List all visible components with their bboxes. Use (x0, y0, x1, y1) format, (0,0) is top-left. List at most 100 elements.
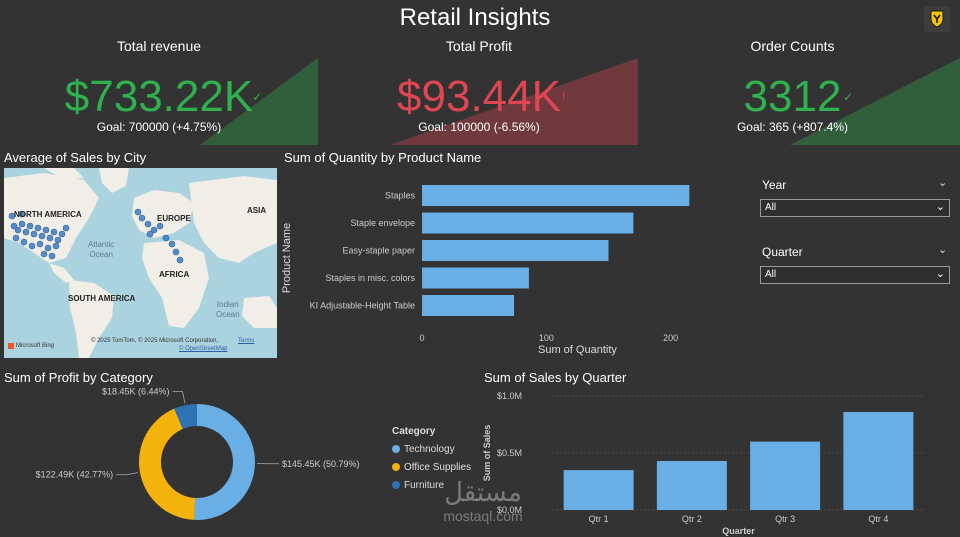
watermark-arabic: مستقل (444, 478, 522, 508)
donut-leader-line (116, 472, 139, 476)
quantity-x-tick: 200 (663, 333, 678, 343)
kpi-value: $93.44K (397, 72, 561, 121)
sales-x-tick: Qtr 1 (589, 514, 609, 524)
legend-item-technology[interactable]: Technology (392, 440, 482, 458)
quantity-x-tick: 0 (419, 333, 424, 343)
kpi-card-revenue[interactable]: Total revenue $733.22K ✓ Goal: 700000 (+… (0, 30, 318, 145)
quarter-slicer-collapse-icon[interactable]: ⌄ (938, 244, 948, 256)
legend-item-furniture[interactable]: Furniture (392, 476, 482, 494)
donut-data-label: $122.49K (42.77%) (36, 470, 114, 480)
kpi-alert-icon: ! (562, 90, 566, 104)
donut-slice[interactable] (174, 404, 197, 429)
legend-dot (392, 445, 400, 453)
sales-bar-chart[interactable]: $0.0M $0.5M $1.0M Qtr 1 Qtr 2 Qtr 3 Qtr 4 Quart… (470, 388, 950, 537)
kpi-trend-area (390, 58, 638, 145)
legend-title: Category (392, 426, 436, 437)
shield-logo-icon[interactable] (924, 6, 950, 32)
sales-bar[interactable] (563, 470, 634, 510)
chevron-down-icon: ⌄ (935, 201, 945, 213)
kpi-value: $733.22K (64, 72, 254, 121)
sales-x-axis-label: Quarter (722, 526, 755, 536)
map-canvas (4, 168, 277, 358)
kpi-card-orders[interactable]: Order Counts 3312 ✓ Goal: 365 (+807.4%) (640, 30, 960, 145)
kpi-trend-area (790, 58, 960, 145)
map-label-europe: EUROPE (157, 214, 191, 223)
sales-x-tick: Qtr 3 (775, 514, 795, 524)
quarter-slicer-value: All (765, 269, 777, 280)
kpi-check-icon: ✓ (252, 90, 263, 104)
quantity-y-axis-label: Product Name (281, 223, 297, 293)
quantity-bar[interactable] (422, 185, 690, 206)
sales-bar[interactable] (656, 460, 727, 510)
quantity-bar[interactable] (422, 212, 634, 234)
quantity-bar[interactable] (422, 295, 515, 316)
year-slicer-value: All (765, 202, 777, 213)
donut-slice[interactable] (194, 404, 256, 520)
donut-leader-line (172, 391, 186, 404)
quantity-y-axis-text: Product Name (281, 222, 293, 294)
kpi-title: Order Counts (750, 38, 835, 54)
year-slicer-collapse-icon[interactable]: ⌄ (938, 177, 948, 189)
kpi-goal: Goal: 700000 (+4.75%) (96, 120, 222, 134)
quarter-slicer-label: Quarter (762, 245, 803, 259)
watermark-latin: mostaql.com (443, 508, 523, 524)
quantity-bar-chart[interactable]: Staples Staple envelope Easy-staple paper S… (300, 175, 720, 360)
kpi-title: Total Profit (445, 38, 513, 54)
quantity-bar[interactable] (422, 267, 529, 289)
map-label-asia: ASIA (247, 206, 267, 215)
legend-dot (392, 481, 400, 489)
profit-donut-chart[interactable]: $145.45K (50.79%) $122.49K (42.77%) $18.45… (0, 385, 390, 535)
legend-label: Furniture (404, 479, 445, 491)
quantity-chart-title: Sum of Quantity by Product Name (284, 150, 482, 165)
page-title: Retail Insights (399, 4, 551, 31)
sales-y-tick: $0.0M (497, 505, 522, 515)
quantity-x-axis-label: Sum of Quantity (538, 344, 617, 356)
map-title: Average of Sales by City (4, 150, 147, 165)
sales-y-tick: $0.5M (497, 448, 522, 458)
donut-data-label: $145.45K (50.79%) (282, 459, 360, 469)
legend-item-office-supplies[interactable]: Office Supplies (392, 458, 482, 476)
kpi-goal: Goal: 365 (+807.4%) (736, 120, 849, 134)
shield-logo-glyph (930, 10, 944, 28)
year-slicer-label: Year (762, 178, 787, 192)
quantity-bar[interactable] (422, 240, 609, 261)
kpi-goal: Goal: 100000 (-6.56%) (418, 120, 540, 134)
quarter-slicer-dropdown[interactable]: All ⌄ (760, 266, 950, 284)
donut-slice[interactable] (139, 408, 196, 520)
quantity-category-label: Easy-staple paper (342, 246, 415, 256)
map-label-atlantic: Atlantic Ocean (88, 240, 115, 259)
map-label-south-america: SOUTH AMERICA (68, 294, 136, 303)
map-label-africa: AFRICA (159, 270, 190, 279)
sales-y-tick: $1.0M (497, 391, 522, 401)
microsoft-logo-icon (8, 343, 14, 349)
profit-chart-title: Sum of Profit by Category (4, 370, 153, 385)
kpi-card-profit[interactable]: Total Profit $93.44K ! Goal: 100000 (-6.… (320, 30, 638, 145)
map-bing-logo: Microsoft Bing (8, 343, 54, 349)
donut-data-label: $18.45K (6.44%) (102, 386, 170, 396)
sales-x-tick: Qtr 2 (682, 514, 702, 524)
map-terms-link[interactable]: Terms (238, 338, 255, 344)
quantity-category-label: KI Adjustable-Height Table (310, 301, 415, 311)
kpi-value: 3312 (743, 72, 842, 121)
kpi-check-icon: ✓ (843, 90, 854, 104)
sales-bar[interactable] (843, 411, 914, 510)
kpi-trend-area (200, 58, 318, 145)
sales-bar[interactable] (750, 441, 821, 510)
quantity-category-label: Staple envelope (350, 218, 415, 228)
map-copyright: © 2025 TomTom, © 2025 Microsoft Corporat… (91, 338, 219, 344)
sales-y-axis-label: Sum of Sales (482, 425, 492, 482)
year-slicer-dropdown[interactable]: All ⌄ (760, 199, 950, 217)
map-osm-link[interactable]: © OpenStreetMap (179, 346, 228, 352)
sales-chart-title: Sum of Sales by Quarter (484, 370, 627, 385)
map-visual[interactable]: NORTH AMERICA EUROPE ASIA Atlantic Ocean… (4, 168, 277, 358)
quantity-x-tick: 100 (539, 333, 554, 343)
quantity-category-label: Staples (385, 191, 416, 201)
sales-x-tick: Qtr 4 (868, 514, 888, 524)
map-label-indian: Indian Ocean (216, 300, 240, 319)
legend-label: Office Supplies (404, 461, 472, 473)
legend-label: Technology (404, 443, 455, 455)
kpi-title: Total revenue (116, 38, 202, 54)
chevron-down-icon: ⌄ (935, 268, 945, 280)
legend-dot (392, 463, 400, 471)
quantity-category-label: Staples in misc. colors (325, 273, 415, 283)
